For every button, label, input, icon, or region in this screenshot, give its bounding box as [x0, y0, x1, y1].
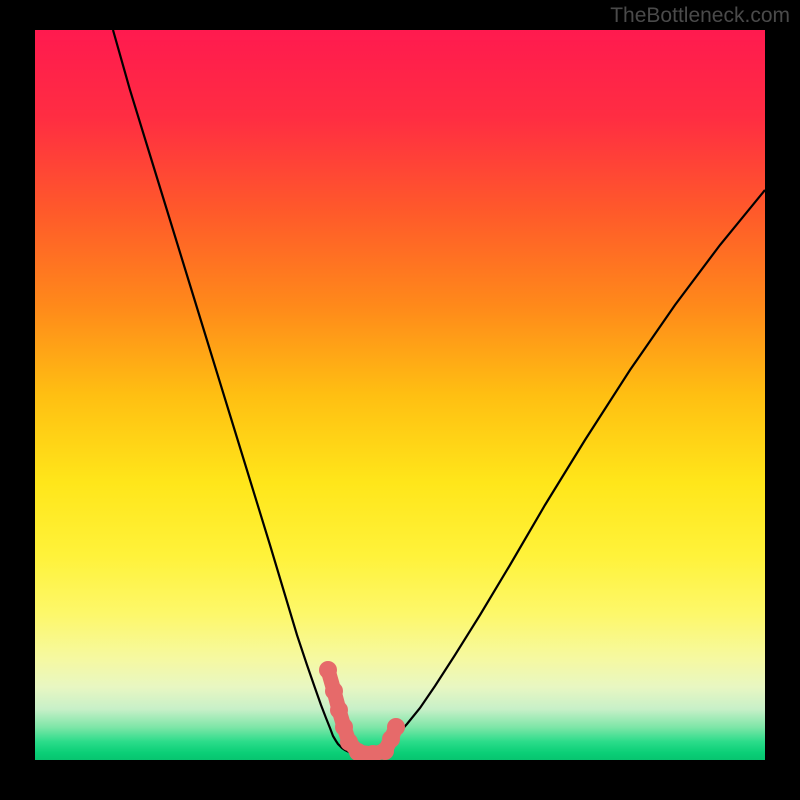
curve-right — [361, 190, 765, 756]
curve-left — [113, 30, 361, 756]
chart-container: TheBottleneck.com — [0, 0, 800, 800]
curve-layer — [35, 30, 765, 760]
watermark-text: TheBottleneck.com — [610, 4, 790, 28]
plot-area — [35, 30, 765, 760]
marker-dots — [319, 661, 405, 760]
